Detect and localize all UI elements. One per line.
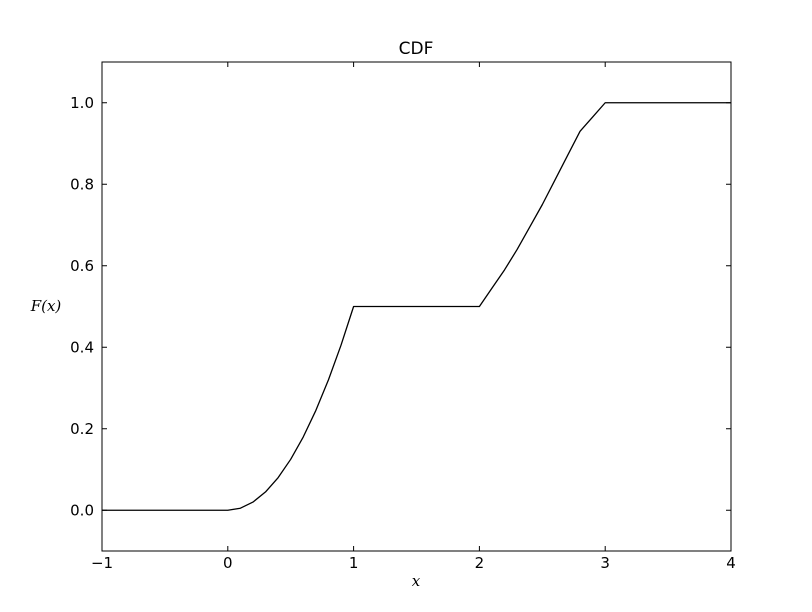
y-tick-label: 0.2 [70, 420, 94, 438]
y-tick-label: 0.0 [70, 501, 94, 519]
y-tick-label: 0.8 [70, 175, 94, 193]
plot-frame [101, 61, 732, 552]
y-tick-label: 1.0 [70, 94, 94, 112]
x-tick-label: 4 [726, 554, 736, 572]
x-tick-label: 3 [600, 554, 610, 572]
x-axis-label: x [412, 572, 421, 590]
x-tick-label: 0 [223, 554, 233, 572]
y-axis-ticks: 0.0 0.2 0.4 0.6 0.8 1.0 [70, 94, 731, 519]
x-tick-label: −1 [91, 554, 113, 572]
y-tick-label: 0.6 [70, 257, 94, 275]
plot-area [102, 102, 731, 511]
x-tick-label: 1 [349, 554, 359, 572]
series-line-0 [102, 102, 731, 511]
y-axis-label: F(x) [30, 297, 62, 315]
chart-title: CDF [399, 39, 434, 59]
y-tick-label: 0.4 [70, 338, 94, 356]
x-tick-label: 2 [475, 554, 485, 572]
